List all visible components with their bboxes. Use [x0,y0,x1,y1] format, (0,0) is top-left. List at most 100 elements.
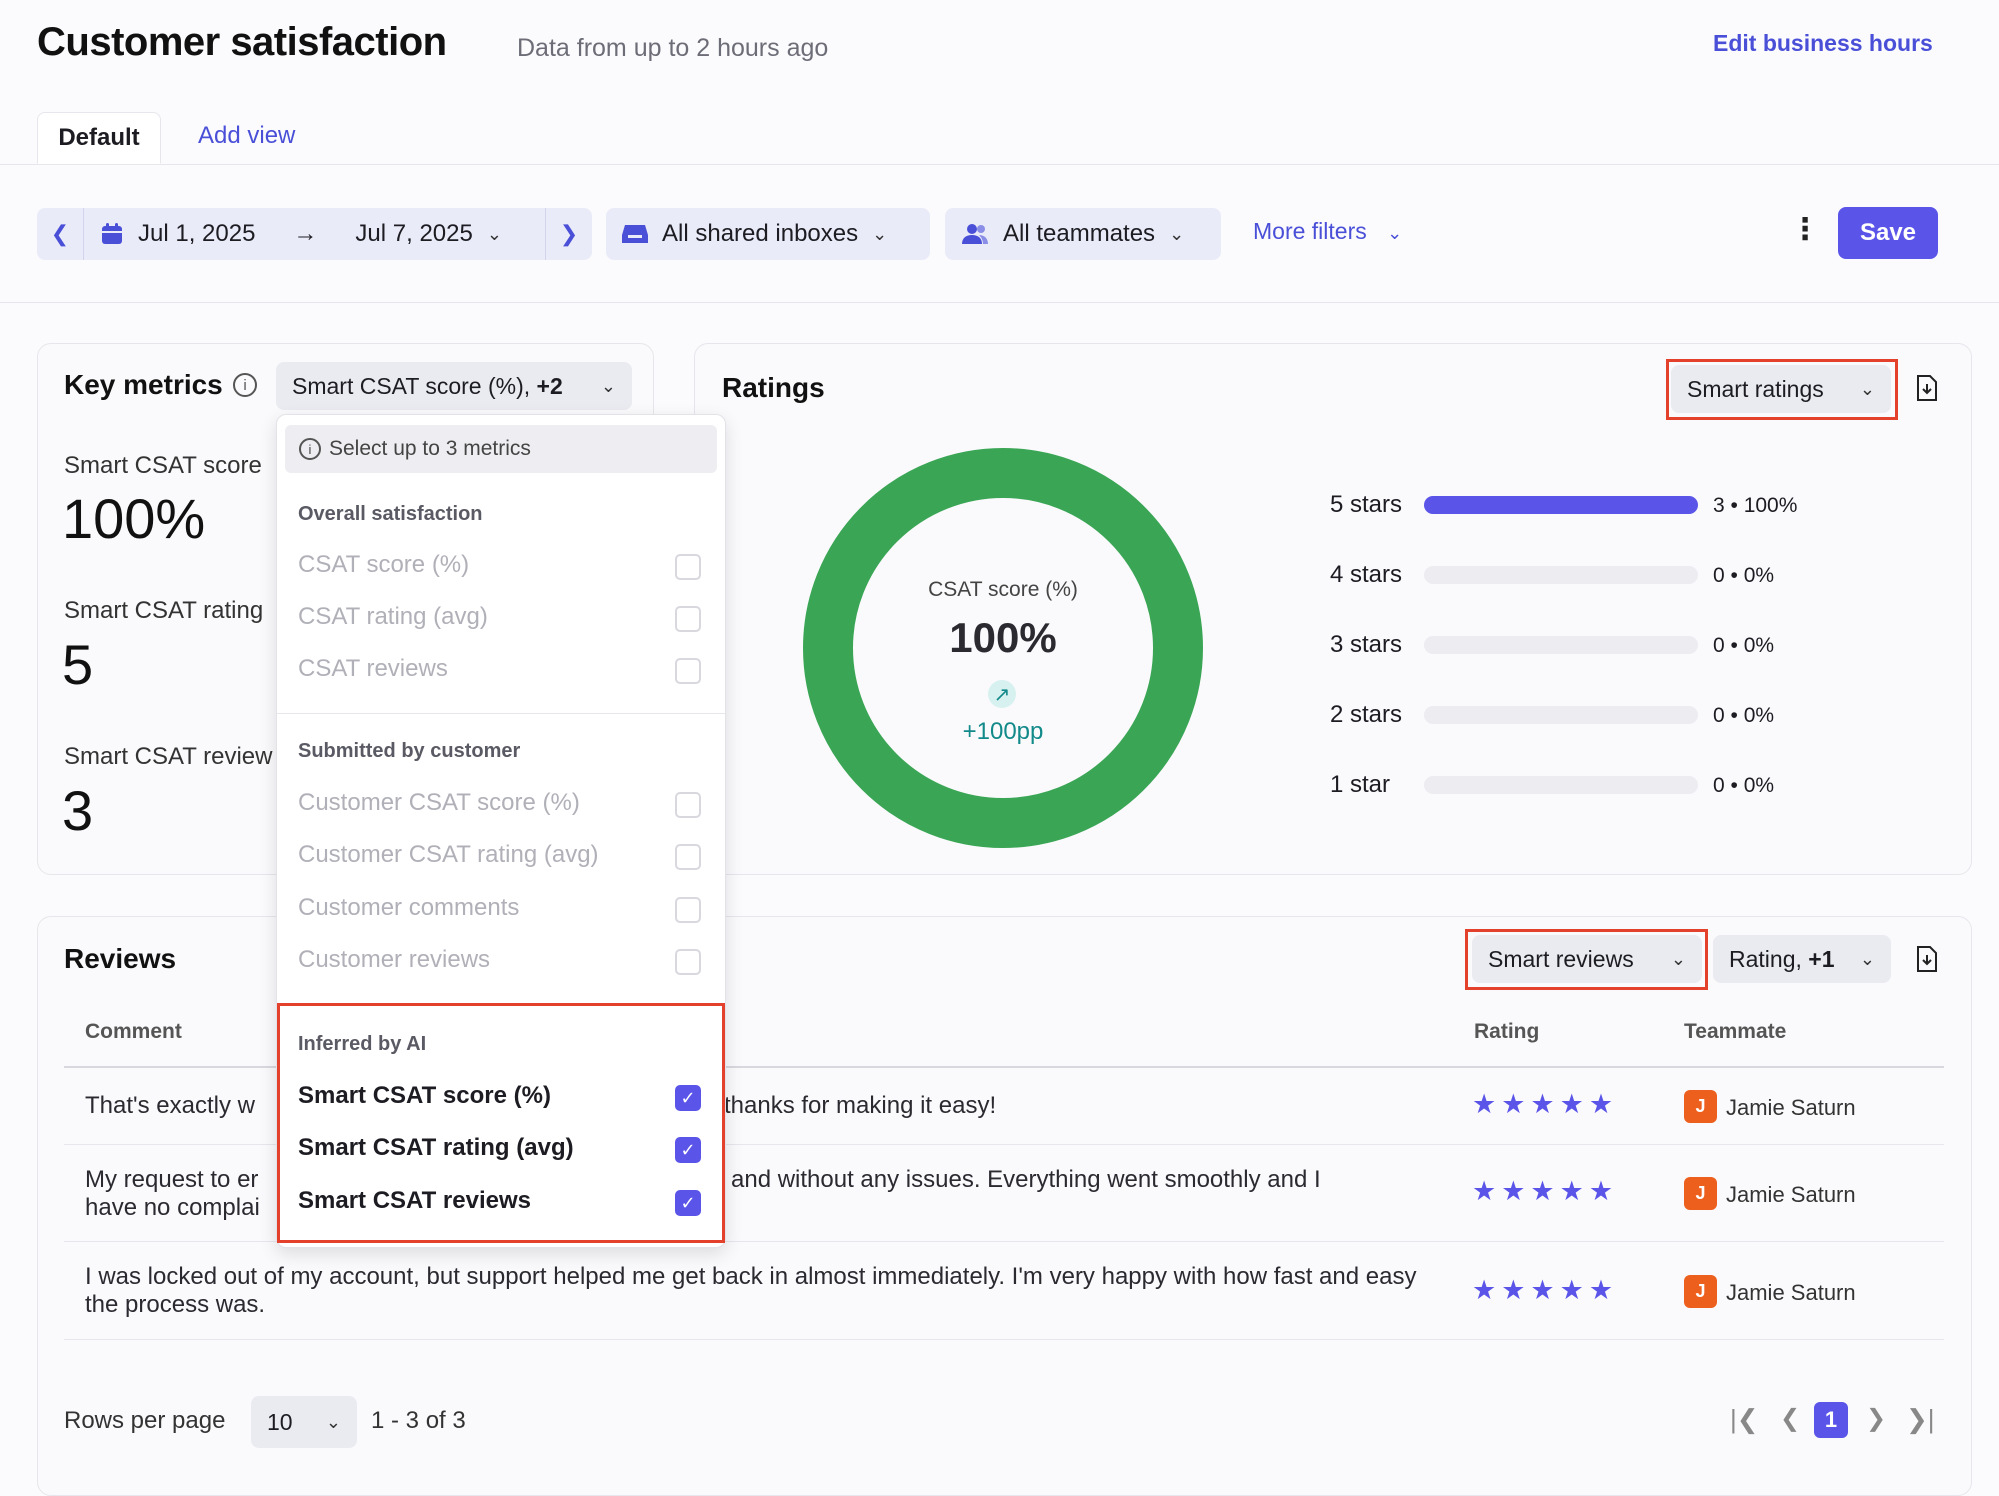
bar-value: 0 • 0% [1713,634,1775,657]
next-period-button[interactable]: ❯ [546,208,592,260]
more-filters-label: More filters [1253,218,1367,244]
bar-label: 1 star [1330,771,1391,798]
teammate-name[interactable]: Jamie Saturn [1726,1182,1856,1207]
bar-label: 4 stars [1330,561,1403,588]
metric-value: 5 [62,633,94,696]
highlight-box [1465,929,1708,990]
chevron-down-icon: ⌄ [1859,948,1875,969]
chevron-down-icon: ⌄ [1169,223,1185,244]
checkbox-checked[interactable]: ✓ [675,1085,701,1111]
first-page-icon[interactable]: |❮ [1730,1404,1759,1434]
reviews-title: Reviews [64,943,177,974]
chevron-right-icon: ❯ [559,221,579,246]
checkbox[interactable] [675,606,701,632]
save-button[interactable]: Save [1838,207,1938,259]
add-view-tab[interactable]: Add view [198,122,296,149]
inbox-icon [622,225,648,243]
table-row[interactable]: I was locked out of my account, but supp… [85,1263,1425,1319]
next-page-icon[interactable]: ❯ [1866,1405,1887,1432]
group-heading: Inferred by AI [298,1033,427,1055]
metric-label: Smart CSAT review [64,743,273,770]
chevron-down-icon: ⌄ [325,1411,341,1432]
data-freshness-note: Data from up to 2 hours ago [517,34,829,62]
inbox-filter[interactable]: All shared inboxes ⌄ [606,208,930,260]
metric-option[interactable]: CSAT rating (avg) [298,603,488,630]
info-icon[interactable]: i [233,373,257,397]
checkbox[interactable] [675,554,701,580]
checkbox[interactable] [675,658,701,684]
checkbox[interactable] [675,897,701,923]
last-page-icon[interactable]: ❯| [1906,1404,1935,1434]
tab-default[interactable]: Default [37,112,161,164]
metric-option[interactable]: Customer reviews [298,946,491,973]
bar-fill [1424,496,1698,514]
checkbox[interactable] [675,792,701,818]
bar-value: 0 • 0% [1713,774,1775,797]
metric-option[interactable]: Smart CSAT score (%) [298,1082,551,1109]
calendar-icon [102,223,122,244]
current-page-button[interactable]: 1 [1814,1402,1848,1438]
table-row[interactable]: My request to er have no complai [85,1166,1425,1222]
metric-option[interactable]: Customer comments [298,894,520,921]
metric-label: Smart CSAT score [64,452,262,479]
highlight-box [277,1003,725,1243]
metric-label: Smart CSAT rating [64,597,264,624]
csat-donut-chart [803,448,1203,848]
ratings-selector[interactable]: Smart ratings ⌄ [1671,365,1891,413]
reviews-selector[interactable]: Smart reviews ⌄ [1472,935,1702,983]
table-row[interactable]: That's exactly w [85,1092,1425,1120]
metric-selector-count: +2 [536,372,563,399]
arrow-right-icon: → [293,220,318,247]
date-range-picker[interactable]: Jul 1, 2025 → Jul 7, 2025 ⌄ [83,208,546,260]
metric-option[interactable]: Customer CSAT rating (avg) [298,841,599,868]
sort-selector[interactable]: Rating, +1 ⌄ [1713,935,1891,983]
info-icon: i [299,438,321,460]
export-icon[interactable] [1915,945,1939,973]
rows-per-page-value: 10 [267,1408,293,1435]
teammate-filter[interactable]: All teammates ⌄ [945,208,1221,260]
bar-label: 3 stars [1330,631,1403,658]
edit-business-hours-link[interactable]: Edit business hours [1713,30,1933,56]
previous-period-button[interactable]: ❮ [37,208,83,260]
checkbox-checked[interactable]: ✓ [675,1137,701,1163]
row-divider [64,1241,1944,1242]
metric-option[interactable]: Smart CSAT rating (avg) [298,1134,574,1161]
metric-option[interactable]: CSAT reviews [298,655,448,682]
metric-selector[interactable]: Smart CSAT score (%), +2 ⌄ [276,362,632,410]
metric-option[interactable]: CSAT score (%) [298,551,470,578]
avatar: J [1684,1275,1717,1308]
star-rating: ★★★★★ [1472,1176,1619,1206]
checkbox-checked[interactable]: ✓ [675,1190,701,1216]
more-filters-button[interactable]: More filters ⌄ [1253,218,1402,245]
column-header-rating[interactable]: Rating [1474,1020,1540,1043]
chevron-down-icon: ⌄ [1670,948,1686,969]
export-icon[interactable] [1915,374,1939,402]
chevron-down-icon: ⌄ [600,375,616,396]
comment-text: thanks for making it easy! [724,1092,997,1119]
filter-bar [0,165,1999,303]
rows-per-page-select[interactable]: 10 ⌄ [251,1396,357,1448]
trend-up-icon: ↗ [988,680,1016,708]
comment-text: I was locked out of my account, but supp… [85,1263,1417,1318]
checkbox[interactable] [675,844,701,870]
ratings-selector-label: Smart ratings [1687,375,1824,402]
column-header-comment[interactable]: Comment [85,1020,182,1043]
metric-option[interactable]: Customer CSAT score (%) [298,789,580,816]
inbox-filter-label: All shared inboxes [662,220,859,247]
chevron-down-icon: ⌄ [872,223,888,244]
comment-text: and without any issues. Everything went … [731,1166,1321,1193]
bar-value: 3 • 100% [1713,494,1798,517]
metric-option[interactable]: Smart CSAT reviews [298,1187,531,1214]
teammate-name[interactable]: Jamie Saturn [1726,1095,1856,1120]
page-title: Customer satisfaction [37,20,447,64]
teammate-name[interactable]: Jamie Saturn [1726,1280,1856,1305]
tab-bar [0,112,1999,165]
sort-label: Rating, [1729,945,1809,972]
checkbox[interactable] [675,949,701,975]
comment-text: have no complai [85,1194,260,1221]
metric-selector-label: Smart CSAT score (%), [292,372,537,399]
column-header-teammate[interactable]: Teammate [1684,1020,1787,1043]
more-options-icon[interactable]: ⋮ [1790,213,1820,246]
previous-page-icon[interactable]: ❮ [1780,1405,1801,1432]
bar-label: 5 stars [1330,491,1403,518]
